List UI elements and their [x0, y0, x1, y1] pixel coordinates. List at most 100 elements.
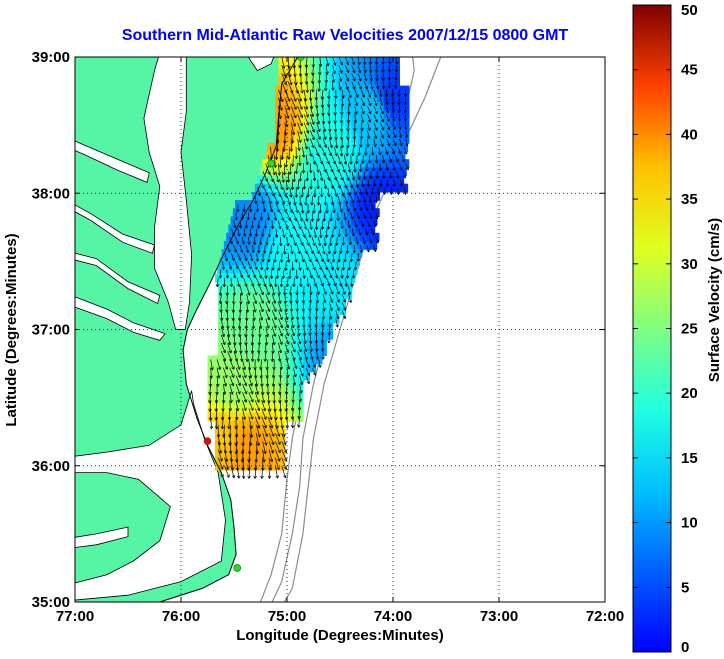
velocity-vector — [224, 253, 228, 262]
velocity-vector — [371, 146, 375, 156]
velocity-vector — [248, 228, 253, 237]
velocity-vector — [330, 228, 335, 238]
velocity-cell — [274, 240, 282, 250]
velocity-vector — [397, 97, 401, 105]
velocity-vector — [314, 318, 318, 328]
velocity-vector — [301, 310, 306, 320]
velocity-vector — [293, 367, 297, 378]
velocity-vector — [371, 228, 375, 236]
velocity-cell — [319, 306, 327, 316]
velocity-vector — [373, 138, 377, 148]
velocity-vector — [364, 73, 368, 82]
velocity-vector — [341, 261, 346, 271]
velocity-vector — [366, 179, 371, 187]
velocity-vector — [378, 146, 382, 156]
velocity-vector — [339, 146, 344, 157]
velocity-vector — [271, 285, 276, 296]
velocity-vector — [236, 465, 241, 479]
velocity-vector — [239, 244, 244, 253]
velocity-vector — [398, 130, 403, 139]
velocity-vector — [259, 293, 264, 304]
velocity-vector — [386, 130, 391, 139]
velocity-vector — [366, 244, 370, 253]
velocity-vector — [335, 285, 340, 295]
velocity-vector — [232, 269, 237, 279]
velocity-vector — [278, 302, 283, 312]
velocity-vector — [298, 261, 302, 271]
velocity-vector — [385, 179, 390, 187]
velocity-vector — [320, 326, 325, 336]
velocity-vector — [250, 220, 254, 229]
velocity-vector — [300, 187, 304, 198]
inland-water-7 — [75, 526, 129, 548]
velocity-vector — [274, 457, 280, 471]
velocity-vector — [359, 130, 364, 140]
velocity-vector — [309, 106, 315, 118]
inland-water-5 — [75, 296, 166, 341]
velocity-vector — [322, 138, 328, 148]
velocity-vector — [339, 204, 343, 213]
velocity-vector — [241, 465, 246, 479]
colorbar-tick-label: 20 — [681, 385, 698, 402]
velocity-vector — [316, 285, 320, 295]
velocity-vector — [303, 105, 309, 118]
velocity-vector — [274, 449, 281, 462]
velocity-vector — [323, 236, 327, 247]
velocity-vector — [395, 57, 399, 65]
velocity-vector — [328, 163, 334, 173]
velocity-vector — [268, 277, 273, 288]
velocity-vector — [325, 277, 331, 287]
velocity-vector — [311, 81, 315, 93]
velocity-vector — [259, 310, 264, 321]
velocity-vector — [295, 269, 299, 279]
velocity-cell — [288, 281, 296, 291]
velocity-vector — [363, 146, 368, 156]
velocity-vector — [242, 375, 248, 387]
velocity-vector — [375, 171, 379, 179]
velocity-vector — [319, 253, 325, 263]
velocity-cell — [240, 445, 248, 455]
velocity-vector — [275, 244, 280, 255]
velocity-vector — [367, 89, 372, 98]
velocity-cell — [326, 216, 333, 226]
velocity-vector — [403, 187, 407, 195]
velocity-vector — [301, 146, 306, 158]
velocity-vector — [243, 253, 248, 261]
velocity-vector — [244, 220, 249, 229]
velocity-vector — [284, 334, 290, 345]
velocity-vector — [261, 408, 267, 420]
velocity-vector — [279, 277, 284, 288]
velocity-vector — [237, 253, 242, 261]
velocity-vector — [372, 244, 377, 252]
velocity-vector — [235, 367, 241, 378]
colorbar-tick-label: 0 — [681, 639, 689, 656]
velocity-vector — [240, 212, 244, 221]
velocity-vector — [301, 163, 306, 174]
velocity-vector — [305, 367, 311, 376]
velocity-vector — [399, 179, 404, 187]
velocity-vector — [235, 392, 241, 403]
velocity-vector — [256, 220, 261, 229]
velocity-vector — [305, 155, 309, 166]
velocity-vector — [292, 375, 297, 386]
velocity-vector — [235, 359, 241, 370]
velocity-vector — [265, 310, 271, 321]
velocity-vector — [371, 163, 376, 172]
velocity-vector — [262, 204, 267, 213]
velocity-vector — [271, 318, 277, 329]
velocity-vector — [309, 179, 313, 190]
velocity-vector — [307, 310, 312, 320]
velocity-vector — [325, 204, 329, 214]
velocity-vector — [284, 318, 290, 329]
velocity-vector — [387, 73, 392, 81]
velocity-vector — [290, 105, 297, 119]
velocity-vector — [402, 171, 407, 179]
velocity-vector — [347, 261, 351, 271]
velocity-vector — [229, 375, 235, 387]
velocity-cell — [367, 57, 375, 62]
velocity-vector — [343, 212, 347, 221]
velocity-vector — [274, 146, 279, 160]
velocity-vector — [339, 114, 344, 124]
velocity-vector — [275, 204, 281, 213]
velocity-vector — [287, 146, 291, 160]
